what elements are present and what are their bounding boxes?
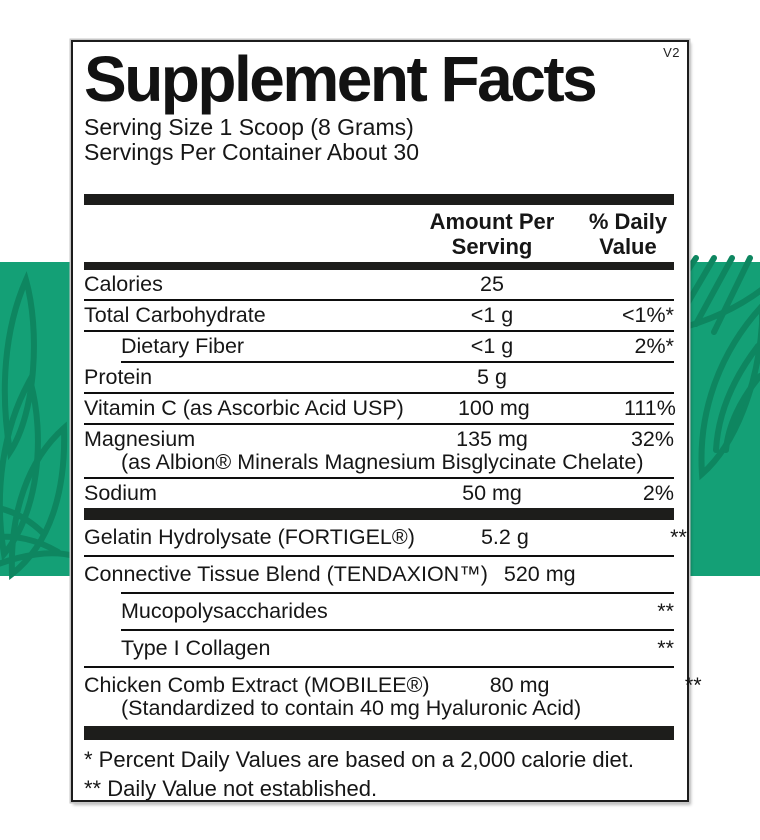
- serving-size: Serving Size 1 Scoop (8 Grams): [84, 114, 414, 140]
- nutrient-amount: 50 mg: [462, 481, 522, 505]
- section-divider-bar: [84, 508, 674, 520]
- nutrient-label: Calories: [84, 272, 163, 296]
- nutrient-label: Sodium: [84, 481, 157, 505]
- row-separator: [84, 666, 674, 668]
- nutrient-row: Magnesium 135 mg 32% (as Albion® Minerals M…: [84, 425, 674, 477]
- nutrient-row: Sodium 50 mg 2%: [84, 479, 674, 508]
- nutrient-row: Vitamin C (as Ascorbic Acid USP) 100 mg 11…: [84, 394, 676, 423]
- nutrient-sublabel: (as Albion® Minerals Magnesium Bisglycin…: [121, 450, 644, 474]
- nutrient-label: Magnesium: [84, 427, 196, 451]
- row-separator: [84, 330, 674, 332]
- nutrient-amount: <1 g: [470, 334, 514, 358]
- section-divider-bar: [84, 726, 674, 740]
- row-separator: [121, 629, 674, 631]
- servings-per-container: Servings Per Container About 30: [84, 139, 419, 165]
- divider-bar-header: [84, 262, 674, 270]
- leaf-decoration-right: [661, 255, 760, 481]
- nutrient-sublabel: (Standardized to contain 40 mg Hyaluroni…: [121, 696, 582, 720]
- nutrient-label: Type I Collagen: [121, 636, 271, 660]
- panel-title: Supplement Facts: [84, 43, 598, 115]
- nutrient-label: Protein: [84, 365, 153, 389]
- footnote-daily-values: * Percent Daily Values are based on a 2,…: [84, 747, 634, 772]
- nutrient-label: Dietary Fiber: [121, 334, 245, 358]
- nutrient-daily-value: 2%*: [634, 334, 674, 358]
- nutrient-row: Dietary Fiber <1 g 2%*: [84, 332, 674, 361]
- nutrient-row: Total Carbohydrate <1 g <1%*: [84, 301, 674, 330]
- nutrient-amount: 520 mg: [503, 562, 576, 586]
- nutrient-row: Protein 5 g: [84, 363, 674, 392]
- row-separator: [121, 592, 674, 594]
- nutrient-row: Calories 25: [84, 270, 674, 299]
- nutrient-daily-value: <1%*: [622, 303, 674, 327]
- nutrient-label: Total Carbohydrate: [84, 303, 266, 327]
- row-separator: [84, 423, 674, 425]
- version-tag: V2: [663, 45, 680, 60]
- nutrient-amount: 100 mg: [457, 396, 530, 420]
- nutrient-daily-value: **: [657, 599, 674, 623]
- rows: Calories 25 Total Carbohydrate <1 g <1%* Diet…: [84, 270, 702, 740]
- nutrient-daily-value: 111%: [624, 396, 676, 420]
- serving-info: Serving Size 1 Scoop (8 Grams) Servings …: [84, 115, 674, 165]
- amount-per-serving-header: Amount Per Serving: [429, 209, 555, 259]
- nutrient-daily-value: **: [657, 636, 674, 660]
- nutrient-amount: <1 g: [470, 303, 514, 327]
- percent-daily-value-header: % Daily Value: [588, 209, 668, 259]
- nutrient-amount: 5 g: [477, 365, 507, 389]
- nutrient-amount: 25: [480, 272, 504, 296]
- nutrient-daily-value: 32%: [630, 427, 674, 451]
- nutrient-label: Vitamin C (as Ascorbic Acid USP): [84, 396, 404, 420]
- nutrient-row: Connective Tissue Blend (TENDAXION™) 520 …: [84, 557, 674, 592]
- nutrient-daily-value: **: [670, 525, 687, 549]
- leaf-decoration-left: [0, 271, 77, 581]
- nutrient-label: Chicken Comb Extract (MOBILEE®): [84, 673, 430, 697]
- row-separator: [84, 392, 674, 394]
- supplement-facts-panel: V2 Supplement Facts Serving Size 1 Scoop…: [71, 40, 702, 802]
- nutrient-daily-value: 2%: [642, 481, 674, 505]
- nutrient-label: Gelatin Hydrolysate (FORTIGEL®): [84, 525, 415, 549]
- row-separator: [121, 361, 674, 363]
- nutrient-row: Type I Collagen **: [84, 631, 674, 666]
- nutrient-row: Gelatin Hydrolysate (FORTIGEL®) 5.2 g **: [84, 520, 687, 555]
- nutrient-daily-value: **: [684, 673, 702, 697]
- nutrient-row: Mucopolysaccharides **: [84, 594, 674, 629]
- nutrient-amount: 5.2 g: [480, 525, 529, 549]
- row-separator: [84, 299, 674, 301]
- nutrient-amount: 135 mg: [456, 427, 528, 451]
- row-separator: [84, 477, 674, 479]
- nutrient-label: Connective Tissue Blend (TENDAXION™): [84, 562, 488, 586]
- footnotes: * Percent Daily Values are based on a 2,…: [84, 740, 674, 802]
- divider-bar-top: [84, 194, 674, 205]
- nutrient-row: Chicken Comb Extract (MOBILEE®) 80 mg ** (S…: [84, 668, 702, 726]
- nutrient-amount: 80 mg: [489, 673, 550, 697]
- column-headers: Amount Per Serving % Daily Value: [84, 205, 674, 262]
- nutrient-label: Mucopolysaccharides: [121, 599, 328, 623]
- footnote-dv-not-established: ** Daily Value not established.: [84, 776, 378, 801]
- row-separator: [84, 555, 674, 557]
